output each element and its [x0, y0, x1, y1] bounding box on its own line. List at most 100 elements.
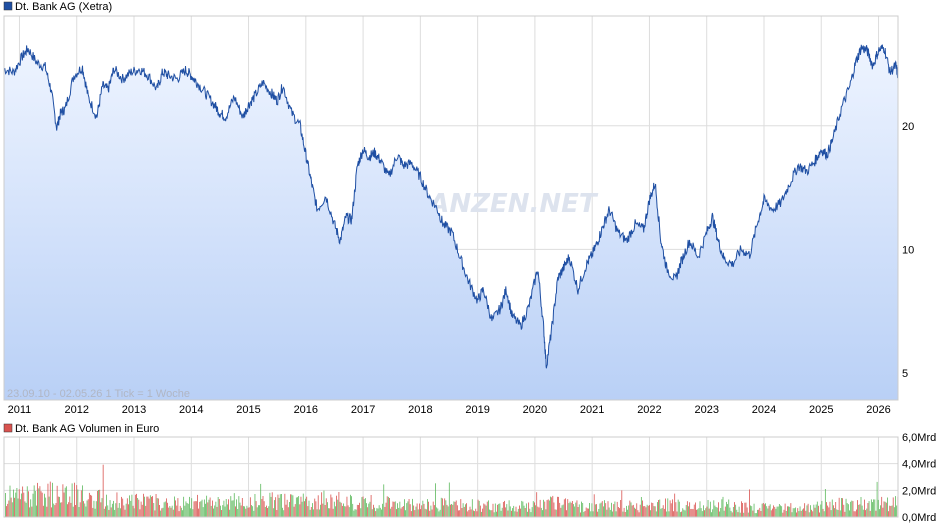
volume-bar — [339, 501, 341, 517]
volume-bar — [481, 511, 482, 517]
volume-bar — [317, 495, 319, 517]
volume-bar — [607, 501, 609, 517]
volume-bar — [616, 501, 618, 517]
volume-bar — [190, 508, 191, 517]
volume-bar — [442, 498, 443, 517]
volume-bar — [489, 509, 490, 517]
volume-bar — [497, 504, 498, 517]
volume-bar — [483, 503, 485, 517]
volume-bar — [11, 502, 13, 517]
volume-bar — [422, 500, 424, 517]
volume-bar — [646, 504, 648, 517]
volume-bar — [838, 497, 840, 517]
volume-bar — [827, 505, 829, 517]
volume-bar — [681, 511, 682, 517]
volume-bar — [524, 508, 526, 517]
price-y-tick-label: 5 — [902, 368, 908, 380]
volume-bar — [550, 496, 551, 517]
price-y-tick-label: 10 — [902, 244, 914, 256]
volume-bar — [759, 507, 761, 517]
volume-bar — [416, 503, 418, 517]
volume-bar — [574, 506, 576, 517]
volume-bar — [252, 506, 254, 517]
volume-bar — [581, 501, 582, 517]
volume-bar — [806, 505, 808, 517]
volume-bar — [183, 496, 185, 517]
volume-bar — [644, 506, 646, 517]
volume-bar — [98, 490, 99, 517]
volume-bar — [301, 501, 303, 517]
volume-bar — [53, 503, 55, 517]
volume-bar — [151, 496, 152, 517]
volume-bar — [624, 512, 626, 517]
volume-bar — [225, 499, 227, 517]
volume-bar — [202, 507, 204, 517]
volume-bar — [599, 503, 601, 517]
volume-bar — [652, 503, 654, 517]
volume-bar — [611, 502, 612, 517]
volume-bar — [192, 509, 194, 517]
volume-bar — [212, 500, 213, 517]
volume-bar — [108, 509, 110, 517]
volume-bar — [22, 486, 24, 517]
volume-bar — [107, 505, 109, 517]
volume-bar — [428, 501, 429, 517]
volume-bar — [269, 492, 271, 517]
volume-bar — [149, 495, 151, 517]
volume-bar — [685, 505, 687, 517]
volume-bar — [808, 512, 810, 517]
volume-bar — [114, 509, 116, 517]
volume-bar — [837, 510, 839, 517]
volume-bar — [282, 507, 283, 517]
volume-bar — [543, 499, 544, 517]
volume-bar — [410, 511, 412, 517]
volume-bar — [93, 500, 95, 517]
volume-bar — [398, 507, 400, 517]
volume-bar — [131, 494, 133, 517]
volume-y-tick-label: 0,0Mrd — [902, 512, 936, 524]
volume-bar — [128, 504, 129, 517]
volume-bar — [362, 496, 364, 517]
volume-bar — [488, 500, 489, 517]
volume-bar — [470, 509, 472, 517]
volume-bar — [178, 511, 180, 517]
volume-bar — [361, 497, 363, 517]
volume-bar — [568, 503, 570, 517]
volume-bar — [110, 507, 112, 517]
volume-bar — [760, 511, 762, 517]
volume-bar — [251, 505, 252, 517]
volume-bar — [528, 502, 530, 517]
volume-bar — [753, 503, 755, 517]
price-x-tick-label: 2011 — [8, 404, 32, 416]
volume-bar — [810, 505, 811, 517]
volume-bar — [479, 505, 481, 517]
volume-bar — [841, 498, 842, 517]
volume-bar — [663, 508, 665, 517]
volume-bar — [272, 508, 274, 517]
volume-bar — [584, 511, 586, 517]
volume-bar — [465, 504, 466, 517]
volume-bar — [515, 506, 517, 517]
volume-bar — [316, 509, 318, 517]
volume-bar — [477, 499, 479, 517]
volume-bar — [677, 499, 679, 517]
volume-bar — [382, 503, 383, 517]
volume-bar — [738, 506, 740, 517]
volume-bar — [504, 500, 505, 517]
volume-bar — [283, 510, 285, 517]
volume-bar — [134, 494, 136, 517]
volume-bar — [26, 486, 28, 517]
volume-bar — [419, 503, 420, 517]
volume-bar — [788, 506, 789, 517]
volume-bar — [205, 503, 206, 517]
volume-bar — [476, 511, 478, 517]
volume-bar — [445, 500, 447, 517]
volume-bar — [281, 494, 282, 517]
volume-bar — [452, 504, 454, 517]
volume-bar — [197, 494, 198, 517]
volume-bar — [851, 500, 853, 517]
volume-bar — [459, 510, 461, 517]
volume-bar — [512, 508, 513, 517]
volume-bar — [163, 502, 165, 517]
